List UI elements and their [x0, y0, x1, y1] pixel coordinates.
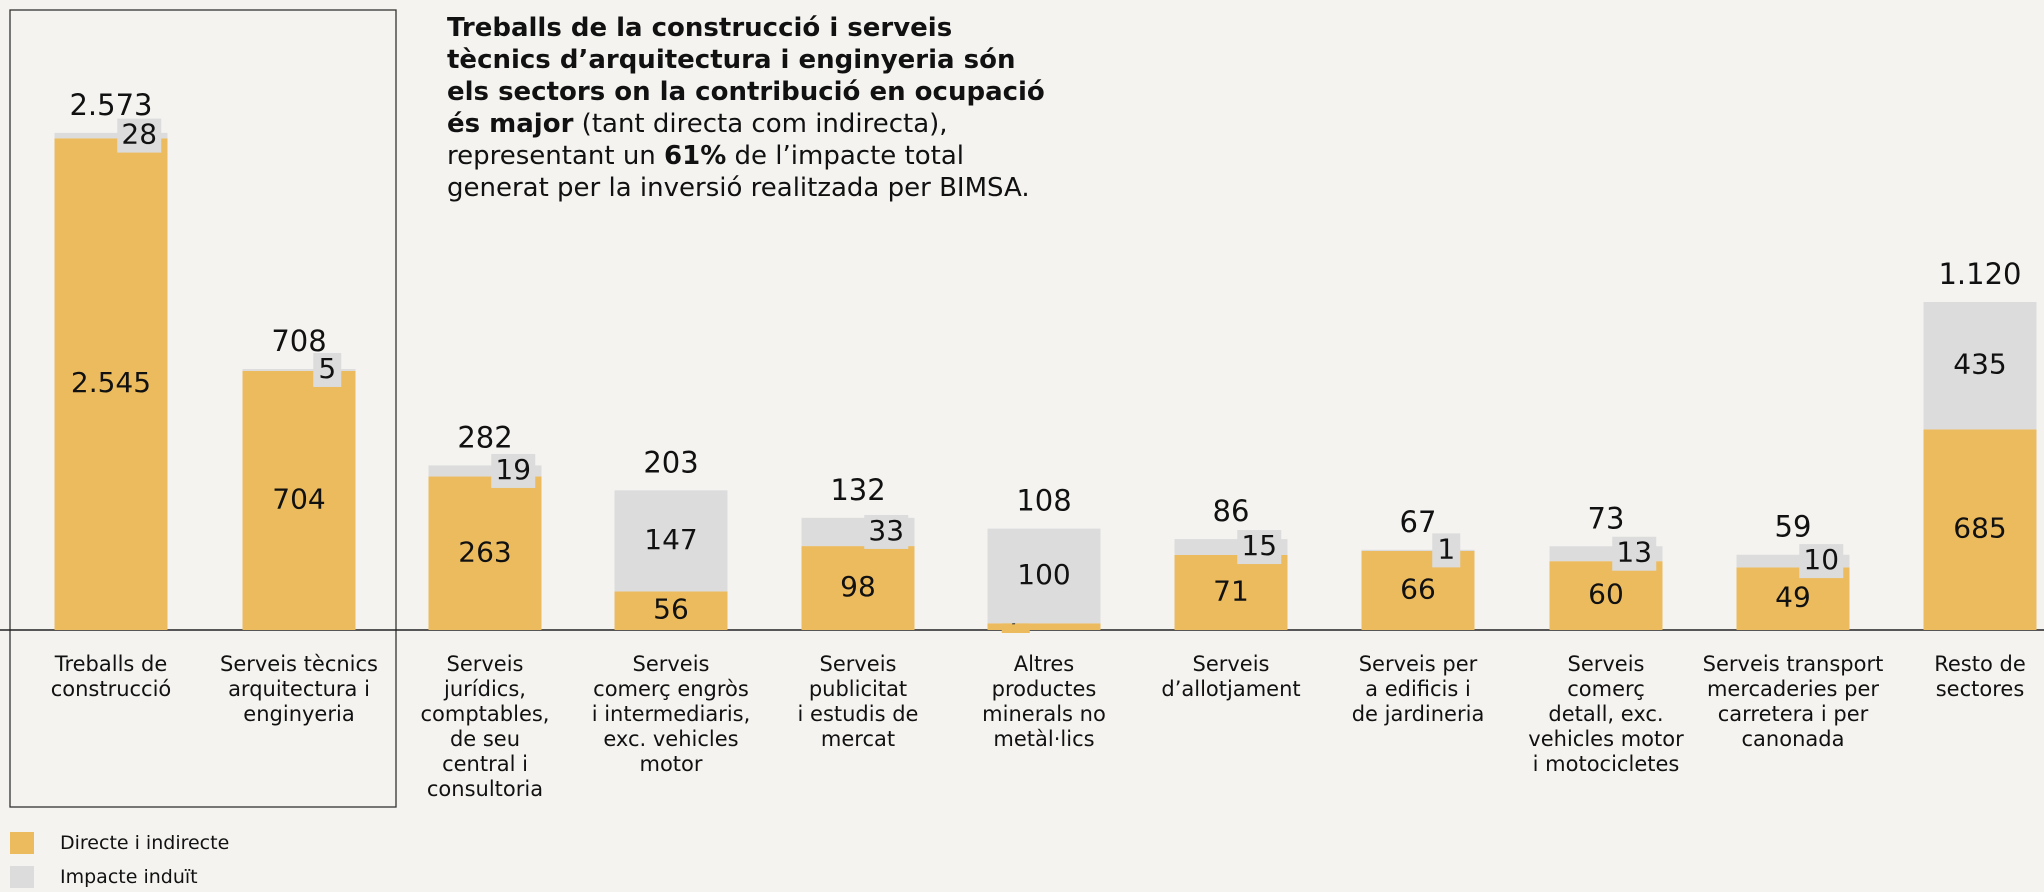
bar-segment [614, 490, 728, 592]
total-label: 132 [830, 473, 885, 507]
segment-label: 15 [1241, 529, 1277, 562]
segment-label: 704 [272, 482, 325, 515]
category-label: Serveis jurídics, comptables, de seu cen… [420, 652, 550, 801]
bar-segment [987, 528, 1101, 624]
total-label: 282 [457, 420, 512, 454]
bar-segment [242, 370, 356, 630]
total-label: 86 [1213, 494, 1250, 528]
label-chip [1612, 536, 1657, 571]
category-label: Serveis publicitat i estudis de mercat [797, 652, 919, 751]
category-label: Serveis tècnics arquitectura i enginyeri… [219, 652, 378, 726]
segment-label: 13 [1616, 536, 1652, 569]
bar-segment [1361, 549, 1475, 551]
segment-label: 147 [644, 523, 697, 556]
total-label: 67 [1400, 505, 1437, 539]
segment-label: 435 [1953, 348, 2006, 381]
bar-segment [801, 546, 915, 630]
total-label: 2.573 [69, 88, 152, 122]
segment-label: 71 [1213, 574, 1249, 607]
legend-item: Directe i indirecte [10, 832, 229, 854]
segment-label: 28 [121, 118, 157, 151]
segment-label: 1 [1437, 532, 1455, 565]
segment-label: 263 [458, 535, 511, 568]
segment-label: 56 [653, 593, 689, 626]
bar-segment [54, 138, 168, 630]
category-label: Treballs de construcció [50, 652, 172, 701]
segment-label: 66 [1400, 572, 1436, 605]
label-chip [117, 118, 162, 153]
annotation-run: 61% [664, 141, 727, 171]
label-chip [1237, 530, 1282, 565]
bar-segment [987, 623, 1101, 630]
bar-segment [614, 591, 728, 630]
bar-segment [428, 465, 542, 477]
category-label: Altres productes minerals no metàl·lics [982, 652, 1106, 751]
bar-segment [1923, 302, 2037, 430]
total-label: 1.120 [1938, 257, 2021, 291]
segment-label: 98 [840, 570, 876, 603]
segment-label: 19 [495, 453, 531, 486]
annotation-run: de l’impacte total generat per la invers… [447, 141, 1030, 203]
category-label: Serveis comerç detall, exc. vehicles mot… [1528, 652, 1684, 776]
segment-label: 100 [1017, 558, 1070, 591]
label-chip [1799, 544, 1844, 579]
label-chip [313, 352, 342, 387]
segment-label: 685 [1953, 512, 2006, 545]
segment-label: 33 [868, 514, 904, 547]
segment-label: 5 [318, 352, 336, 385]
legend-item: Impacte induït [10, 866, 198, 888]
legend-swatch [10, 866, 34, 888]
segment-label: 10 [1803, 543, 1839, 576]
category-label: Resto de sectores [1934, 652, 2026, 701]
label-chip [1432, 533, 1461, 568]
total-label: 59 [1775, 510, 1812, 544]
label-chip [864, 514, 909, 549]
total-label: 708 [271, 324, 326, 358]
category-label: Serveis d’allotjament [1161, 652, 1301, 701]
annotation-run: (tant directa com indirecta), representa… [447, 109, 948, 171]
legend-swatch [10, 832, 34, 854]
total-label: 108 [1016, 484, 1071, 518]
segment-label: 49 [1775, 581, 1811, 614]
category-label: Serveis per a edificis i de jardineria [1351, 652, 1485, 726]
bar-segment [1174, 554, 1288, 630]
category-label: Serveis comerç engròs i intermediaris, e… [591, 652, 751, 776]
legend-label: Impacte induït [60, 866, 198, 888]
annotation: Treballs de la construcció i serveis tèc… [447, 12, 1057, 204]
bar-segment [428, 476, 542, 630]
bar-segment [1549, 561, 1663, 630]
total-label: 203 [643, 445, 698, 479]
category-label: Serveis transport mercaderies per carret… [1702, 652, 1884, 751]
bar-segment [54, 132, 168, 139]
label-chip [491, 453, 536, 488]
segment-label: 60 [1588, 578, 1624, 611]
annotation-run: Treballs de la construcció i serveis tèc… [447, 13, 1045, 139]
segment-label: 2.545 [71, 366, 151, 399]
bar-segment [242, 369, 356, 371]
legend-label: Directe i indirecte [60, 832, 230, 854]
highlight-box [9, 9, 397, 808]
total-label: 73 [1588, 501, 1625, 535]
bar-segment [1923, 429, 2037, 630]
